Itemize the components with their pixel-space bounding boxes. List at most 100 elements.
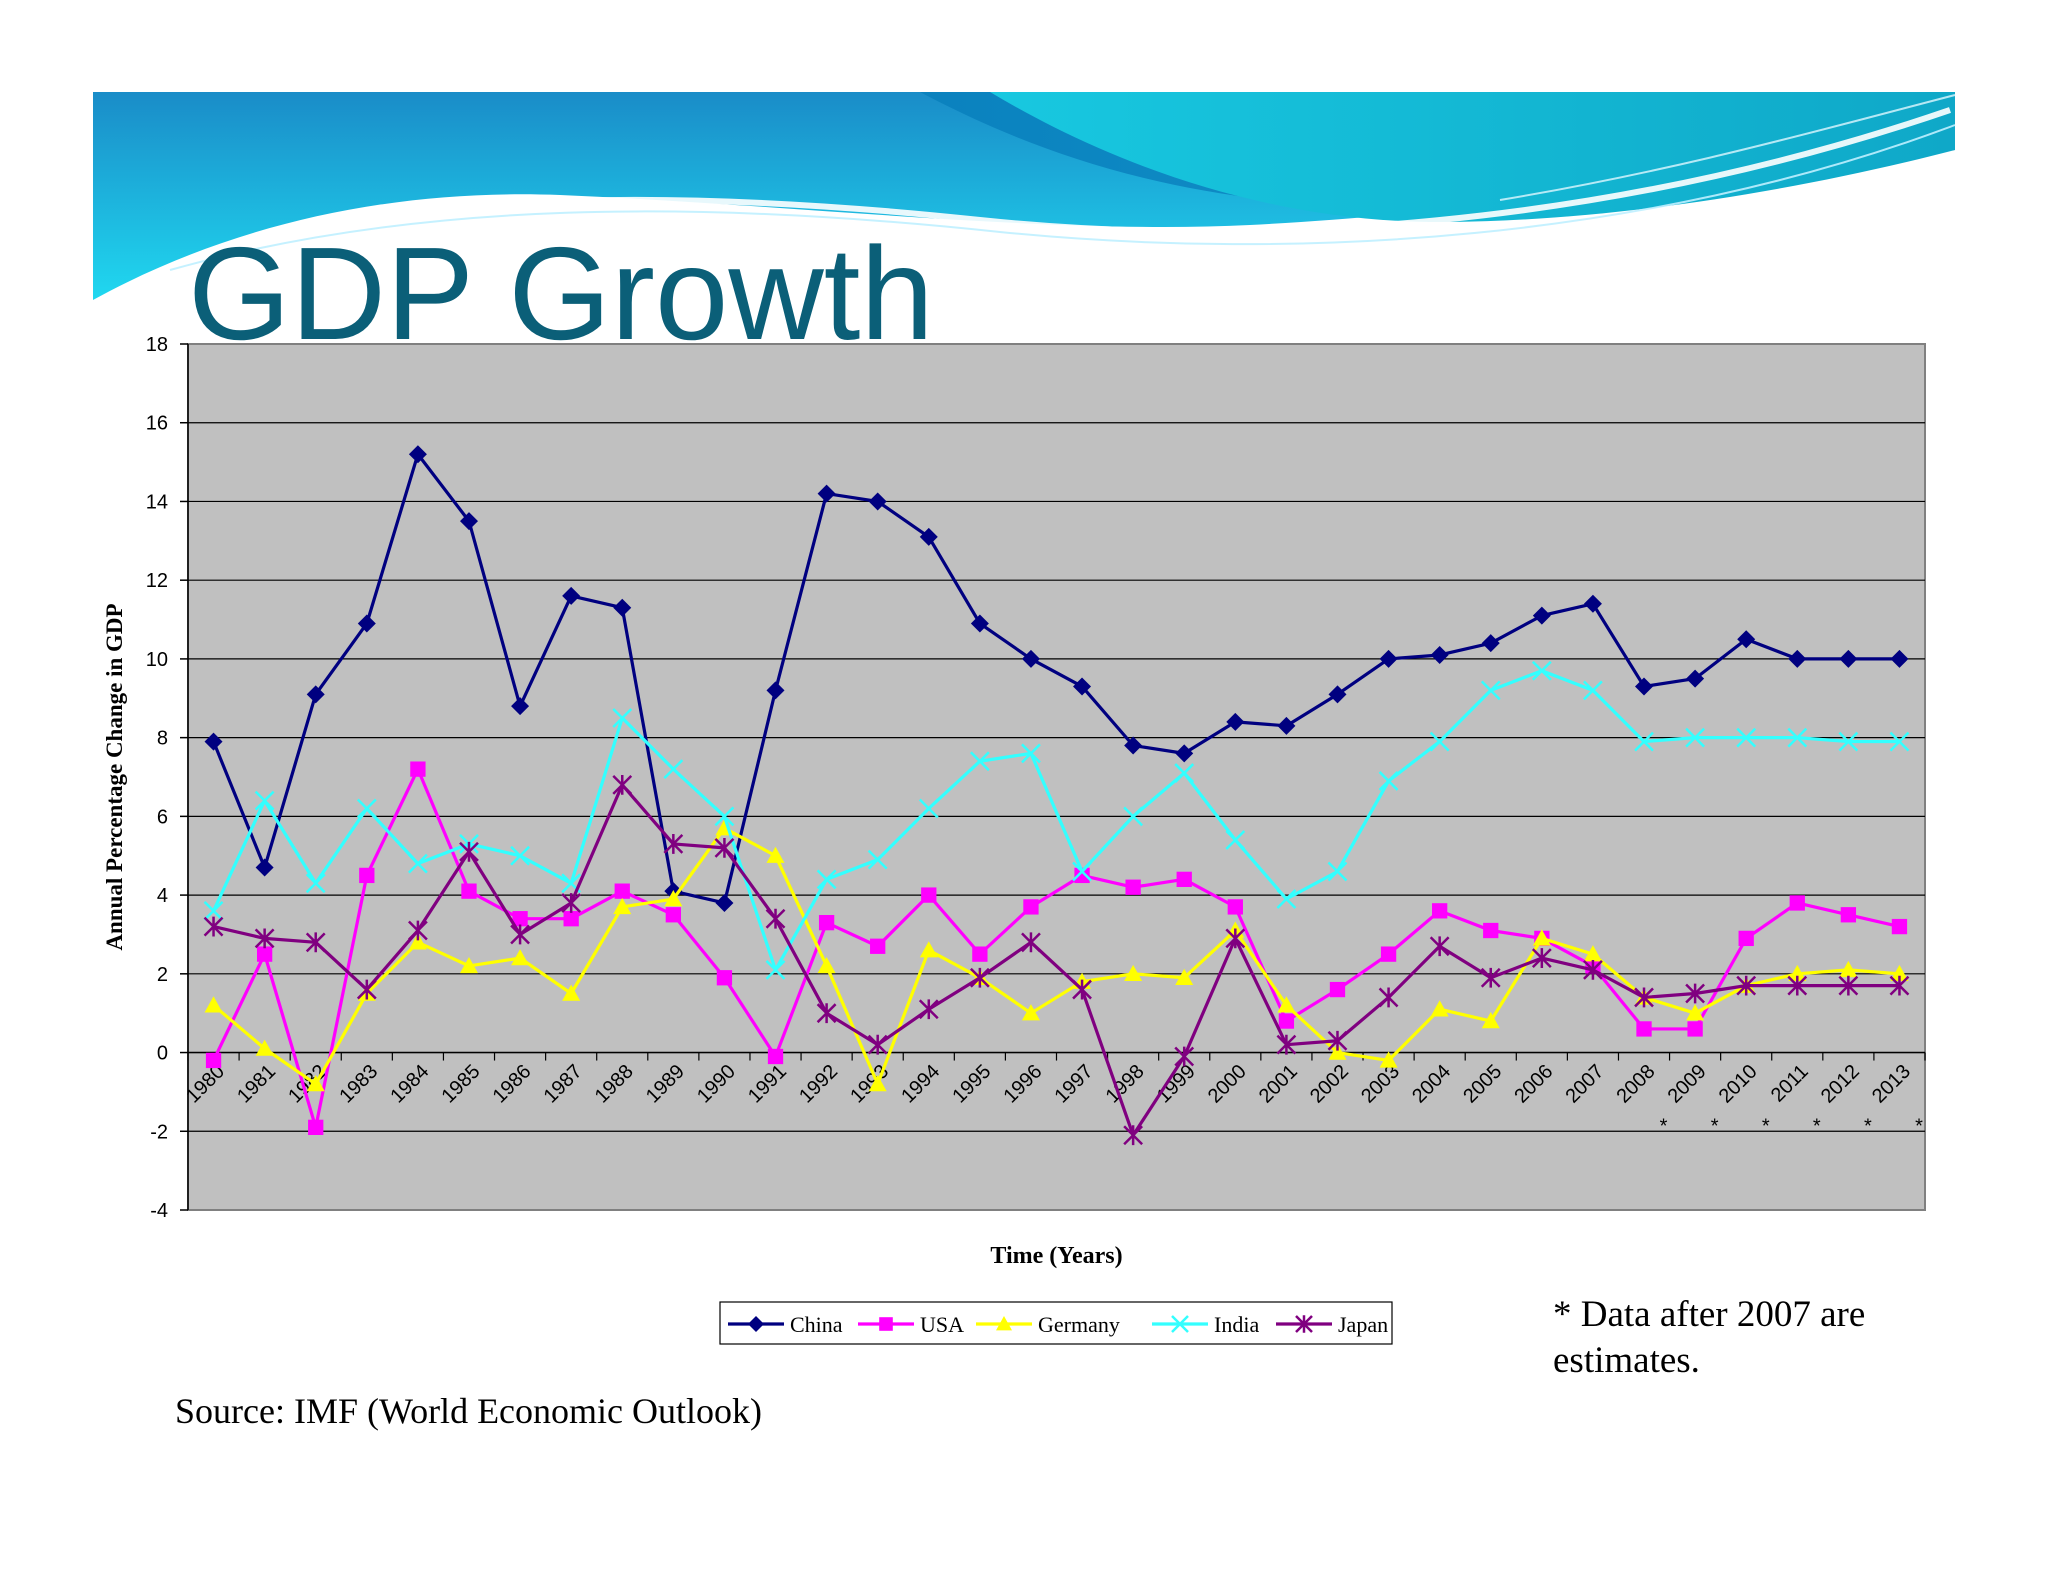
data-point — [511, 697, 530, 716]
data-point — [1531, 660, 1552, 681]
estimate-asterisk: * — [1711, 1116, 1719, 1138]
legend-item-germany: Germany — [976, 1312, 1120, 1337]
data-point — [1737, 630, 1756, 649]
series-japan — [203, 774, 1910, 1146]
data-point — [1686, 669, 1705, 688]
data-point — [868, 492, 887, 511]
data-point — [1328, 685, 1347, 704]
data-point — [1175, 968, 1194, 985]
data-point — [1685, 983, 1705, 1004]
estimate-asterisk: * — [1660, 1116, 1668, 1138]
data-point — [748, 1316, 764, 1332]
data-point — [1532, 929, 1551, 946]
legend-label: USA — [920, 1312, 964, 1337]
data-point — [972, 946, 988, 962]
data-point — [1072, 861, 1092, 882]
data-point — [1840, 907, 1857, 923]
data-point — [1073, 677, 1092, 696]
data-point — [359, 867, 375, 884]
data-point — [1636, 1021, 1652, 1037]
data-point — [1429, 731, 1450, 752]
data-point — [918, 798, 939, 819]
y-tick-label: 18 — [146, 334, 168, 356]
data-point — [1277, 716, 1296, 735]
data-point — [562, 586, 581, 605]
data-point — [919, 527, 938, 546]
header-wave-banner — [93, 92, 1956, 300]
data-point — [1838, 975, 1859, 996]
data-point — [1890, 649, 1909, 668]
data-point — [996, 1316, 1012, 1331]
data-point — [1432, 903, 1448, 919]
data-point — [356, 798, 377, 819]
y-tick-label: 2 — [157, 964, 168, 986]
data-point — [665, 907, 681, 923]
legend-label: India — [1214, 1312, 1259, 1337]
legend: China USA Germany India Japan — [719, 1301, 1393, 1345]
data-point — [510, 924, 530, 945]
data-point — [868, 1075, 887, 1092]
y-tick-label: 8 — [157, 728, 168, 750]
data-point — [1021, 932, 1041, 953]
data-point — [612, 708, 633, 728]
data-point — [305, 932, 326, 953]
data-point — [1890, 964, 1909, 982]
data-point — [1379, 649, 1398, 668]
data-point — [1176, 871, 1192, 887]
data-point — [1327, 1030, 1348, 1051]
data-point — [1225, 830, 1246, 850]
data-point — [1123, 1125, 1144, 1146]
y-tick-label: 12 — [146, 570, 168, 592]
data-point — [1379, 1051, 1398, 1068]
data-point — [1295, 1315, 1313, 1333]
data-point — [919, 941, 938, 958]
y-axis-title: Annual Percentage Change in GDP — [102, 603, 127, 950]
data-point — [816, 869, 837, 890]
data-point — [613, 598, 632, 617]
data-point — [408, 853, 428, 874]
data-point — [510, 845, 530, 866]
data-point — [1889, 731, 1910, 752]
data-point — [1839, 960, 1858, 978]
data-point — [817, 484, 836, 503]
data-point — [1430, 1000, 1449, 1017]
data-point — [308, 1119, 324, 1135]
data-point — [1480, 967, 1501, 988]
data-point — [410, 761, 426, 777]
data-point — [767, 1048, 784, 1065]
x-axis-title: Time (Years) — [990, 1243, 1122, 1269]
data-point — [1278, 1013, 1295, 1029]
data-point — [1175, 744, 1194, 763]
data-point — [1738, 930, 1754, 947]
data-point — [918, 999, 939, 1020]
data-point — [203, 900, 224, 921]
data-point — [1634, 731, 1654, 752]
data-point — [1378, 771, 1399, 791]
data-point — [357, 614, 376, 633]
data-point — [1583, 945, 1602, 962]
data-point — [1125, 879, 1141, 895]
series-line — [212, 452, 1900, 905]
series-usa — [205, 761, 1908, 1135]
data-point — [1687, 1021, 1703, 1037]
data-point — [1277, 996, 1296, 1013]
data-point — [1021, 1004, 1040, 1021]
data-point — [205, 1052, 222, 1069]
data-point — [818, 914, 835, 931]
data-point — [1838, 731, 1859, 752]
slide-title: GDP Growth — [188, 220, 934, 367]
data-point — [1380, 946, 1397, 962]
data-point — [512, 911, 528, 927]
data-point — [1021, 743, 1041, 764]
estimate-asterisk: * — [1915, 1116, 1923, 1138]
data-point — [254, 928, 275, 949]
data-point — [1483, 922, 1499, 939]
data-point — [1021, 649, 1040, 668]
y-tick-label: 4 — [157, 885, 168, 907]
data-point — [1074, 867, 1090, 884]
data-point — [1225, 928, 1246, 949]
data-point — [1685, 727, 1705, 748]
data-point — [970, 614, 989, 633]
source-citation: Source: IMF (World Economic Outlook) — [175, 1391, 763, 1431]
